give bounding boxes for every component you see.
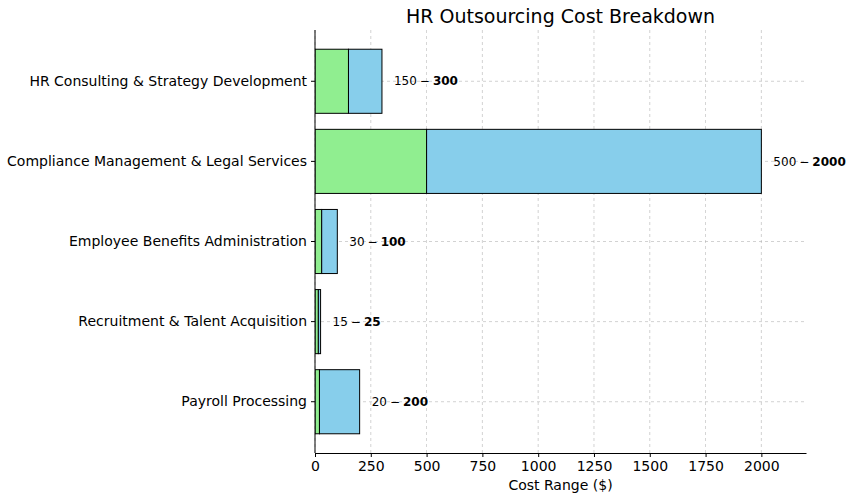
y-tick-label: HR Consulting & Strategy Development: [29, 73, 307, 89]
data-label-low: 500: [773, 155, 796, 169]
grid-line-y: [315, 81, 806, 82]
data-label-low: 30: [349, 235, 364, 249]
grid: [315, 30, 806, 453]
bar-low: [315, 129, 427, 193]
y-tick: Recruitment & Talent Acquisition: [78, 313, 315, 329]
data-label-high: 100: [381, 235, 406, 249]
data-labels: 20−20015−2530−100500−2000150−300: [333, 74, 846, 408]
grid-line-x: [649, 30, 650, 453]
x-tick-label: 250: [358, 458, 385, 474]
y-tick: Compliance Management & Legal Services: [7, 153, 315, 169]
x-tick: 750: [470, 453, 497, 474]
data-label-low: 20: [372, 395, 387, 409]
y-tick-label: Compliance Management & Legal Services: [7, 153, 307, 169]
y-tick-mark: [311, 81, 315, 82]
x-tick-label: 1500: [632, 458, 668, 474]
y-tick: HR Consulting & Strategy Development: [29, 73, 315, 89]
grid-line-x: [426, 30, 427, 453]
x-tick-mark: [427, 453, 428, 457]
bar-low: [315, 370, 319, 434]
x-tick: 1000: [521, 453, 557, 474]
bar-low: [315, 49, 348, 113]
x-tick-mark: [482, 453, 483, 457]
y-tick-label: Payroll Processing: [181, 393, 307, 409]
data-label: 500−2000: [773, 155, 845, 169]
x-tick-mark: [706, 453, 707, 457]
x-tick-mark: [538, 453, 539, 457]
data-label: 20−200: [372, 395, 428, 409]
grid-line-y: [315, 401, 806, 402]
bar-range: [319, 370, 359, 434]
grid-line-y: [315, 321, 806, 322]
x-axis: 0 250 500 750 1000 1250 1500 1750 2000: [311, 453, 806, 474]
x-tick: 0: [311, 453, 320, 474]
bar-low: [315, 290, 318, 354]
data-label-high: 2000: [812, 155, 845, 169]
title: HR Outsourcing Cost Breakdown: [406, 5, 715, 27]
y-tick-mark: [311, 321, 315, 322]
x-tick: 1500: [632, 453, 668, 474]
bar-range: [427, 129, 762, 193]
y-tick-label: Recruitment & Talent Acquisition: [78, 313, 307, 329]
data-label-high: 200: [403, 395, 428, 409]
x-tick: 250: [358, 453, 385, 474]
x-tick-label: 2000: [744, 458, 780, 474]
y-tick-mark: [311, 241, 315, 242]
bar-range: [318, 290, 320, 354]
y-axis: Payroll Processing Recruitment & Talent A…: [7, 30, 315, 453]
data-label-separator: −: [799, 155, 809, 169]
x-tick-label: 1000: [521, 458, 557, 474]
bar-range: [322, 209, 338, 273]
data-label-low: 150: [394, 74, 417, 88]
x-tick-mark: [315, 453, 316, 457]
data-label: 30−100: [349, 235, 405, 249]
x-axis-line: [316, 453, 807, 454]
data-label-high: 25: [364, 315, 381, 329]
y-tick-label: Employee Benefits Administration: [69, 233, 307, 249]
x-tick-mark: [650, 453, 651, 457]
data-label-high: 300: [433, 74, 458, 88]
data-label: 150−300: [394, 74, 458, 88]
x-tick: 1250: [577, 453, 613, 474]
data-label: 15−25: [333, 315, 381, 329]
x-tick: 500: [414, 453, 441, 474]
y-tick: Employee Benefits Administration: [69, 233, 315, 249]
x-tick-label: 0: [311, 458, 320, 474]
grid-line-x: [482, 30, 483, 453]
bar-low: [315, 209, 322, 273]
chart: 0 250 500 750 1000 1250 1500 1750 2000 Payroll Pr…: [0, 0, 851, 500]
data-label-separator: −: [351, 315, 361, 329]
data-label-low: 15: [333, 315, 348, 329]
x-tick: 2000: [744, 453, 780, 474]
y-tick-mark: [311, 161, 315, 162]
x-tick-mark: [594, 453, 595, 457]
x-tick-label: 1750: [688, 458, 724, 474]
x-tick: 1750: [688, 453, 724, 474]
x-tick-mark: [371, 453, 372, 457]
y-tick: Payroll Processing: [181, 393, 315, 409]
bar-range: [348, 49, 381, 113]
x-tick-label: 750: [470, 458, 497, 474]
x-tick-label: 500: [414, 458, 441, 474]
bars: [315, 49, 761, 434]
data-label-separator: −: [420, 74, 430, 88]
y-tick-mark: [311, 401, 315, 402]
x-tick-mark: [761, 453, 762, 457]
x-axis-title: Cost Range ($): [508, 477, 612, 493]
data-label-separator: −: [368, 235, 378, 249]
data-label-separator: −: [390, 395, 400, 409]
x-tick-label: 1250: [577, 458, 613, 474]
